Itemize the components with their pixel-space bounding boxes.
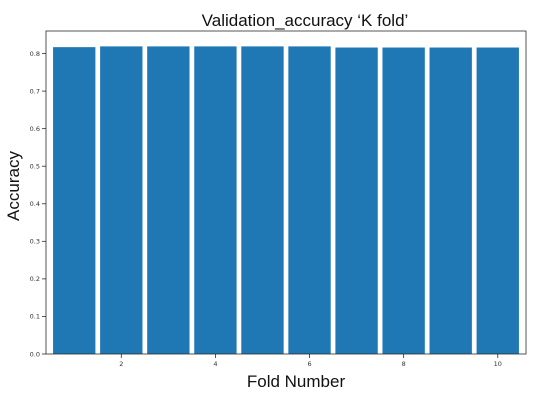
bar-fold-5 [241, 46, 284, 355]
y-tick-label: 0.1 [30, 313, 40, 321]
x-tick-label: 4 [213, 360, 217, 368]
y-axis: 0.0 0.1 0.2 0.3 0.4 0.5 0.6 0.7 0.8 [30, 50, 46, 358]
y-tick-label: 0.0 [30, 350, 40, 358]
y-tick-label: 0.3 [30, 238, 40, 246]
bar-fold-1 [53, 47, 96, 355]
y-tick-label: 0.8 [30, 50, 40, 58]
y-tick-label: 0.6 [30, 125, 40, 133]
x-tick-label: 10 [494, 360, 502, 368]
y-tick-label: 0.7 [30, 87, 40, 95]
bar-fold-3 [147, 46, 190, 355]
y-axis-label: Accuracy [4, 151, 23, 221]
bar-fold-6 [288, 46, 331, 355]
x-tick-label: 8 [402, 360, 406, 368]
y-tick-label: 0.2 [30, 275, 40, 283]
bar-fold-9 [429, 47, 472, 354]
bar-fold-4 [194, 46, 237, 355]
bars-group [53, 46, 519, 355]
plot-frame [45, 30, 527, 355]
bar-fold-7 [335, 47, 378, 354]
bar-fold-10 [476, 47, 519, 354]
x-axis: 2 4 6 8 10 [119, 354, 502, 368]
bar-fold-8 [382, 47, 425, 354]
bar-fold-2 [100, 46, 143, 355]
x-axis-label: Fold Number [247, 372, 346, 391]
x-tick-label: 6 [307, 360, 311, 368]
chart-title: Validation_accuracy ‘K fold’ [202, 11, 409, 30]
x-tick-label: 2 [119, 360, 123, 368]
y-tick-label: 0.4 [30, 200, 40, 208]
y-tick-label: 0.5 [30, 163, 40, 171]
